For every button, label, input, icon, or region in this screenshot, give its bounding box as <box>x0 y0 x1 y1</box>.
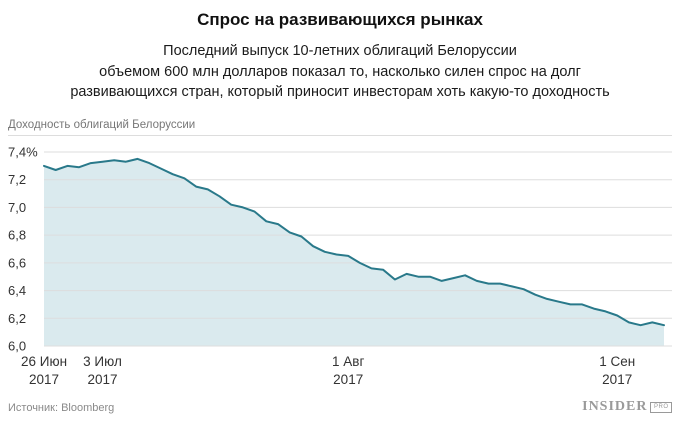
y-tick-label: 6,0 <box>8 339 26 354</box>
source-text: Источник: Bloomberg <box>8 402 115 414</box>
yield-line <box>43 157 665 327</box>
page-subtitle: Последний выпуск 10-летних облигаций Бел… <box>10 41 670 103</box>
y-tick-label: 6,6 <box>8 255 26 270</box>
subtitle-line: развивающихся стран, который приносит ин… <box>70 84 610 101</box>
chart-series-label: Доходность облигаций Белоруссии <box>8 119 196 131</box>
area-fill <box>44 158 664 346</box>
x-tick-label: 1 Сен <box>599 354 635 369</box>
y-tick-label: 6,4 <box>8 283 26 298</box>
y-tick-label: 6,2 <box>8 311 26 326</box>
page-title: Спрос на развивающихся рынках <box>197 10 483 29</box>
subtitle-line: объемом 600 млн долларов показал то, нас… <box>99 63 581 80</box>
x-tick-label: 3 Июл <box>83 354 122 369</box>
y-tick-label: 6,8 <box>8 228 26 243</box>
y-tick-label: 7,2 <box>8 172 26 187</box>
x-tick-year: 2017 <box>333 372 363 387</box>
y-tick-label: 7,4% <box>8 145 38 160</box>
logo-pro-badge: PRO <box>650 401 672 413</box>
subtitle-line: Последний выпуск 10-летних облигаций Бел… <box>163 43 517 59</box>
x-tick-year: 2017 <box>29 372 59 387</box>
yield-area-chart: 7,4% 7,2 7,0 6,8 6,6 6,4 6,2 6,026 Июн 2017 3 Июл… <box>8 135 672 387</box>
x-tick-label: 1 Авг <box>332 354 364 369</box>
insider-pro-logo: INSIDER PRO <box>582 399 672 415</box>
x-tick-year: 2017 <box>602 372 632 387</box>
logo-name-text: INSIDER <box>582 399 648 414</box>
x-tick-label: 26 Июн <box>21 354 67 369</box>
y-tick-label: 7,0 <box>8 200 26 215</box>
x-tick-year: 2017 <box>87 372 117 387</box>
